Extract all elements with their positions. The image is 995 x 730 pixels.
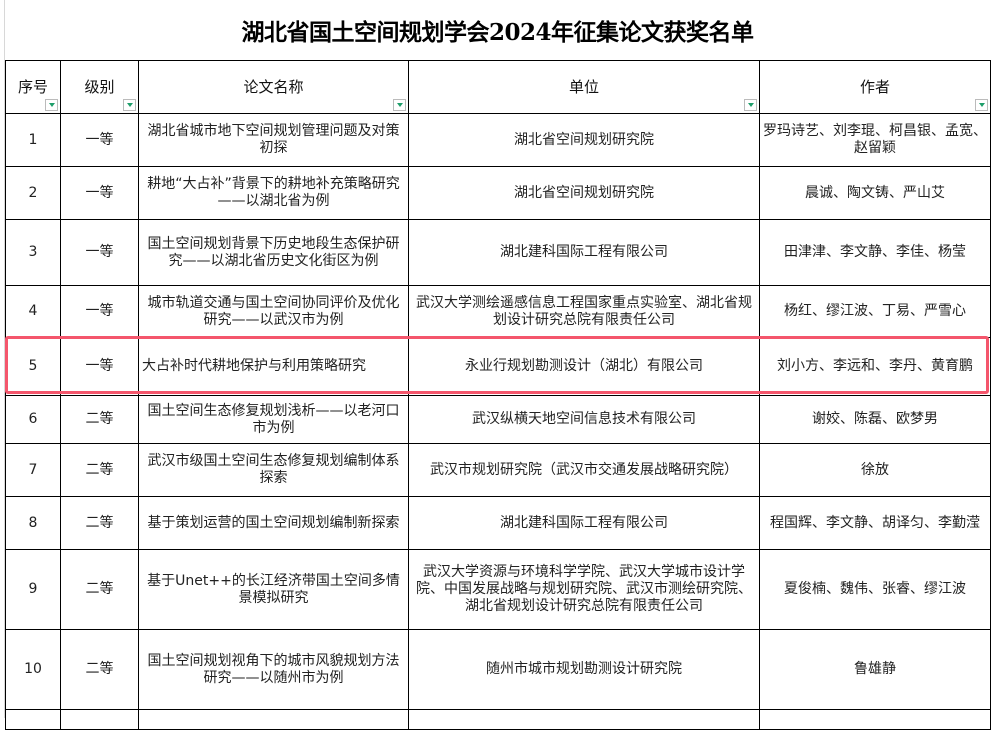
cell-unit[interactable]: 武汉市规划研究院（武汉市交通发展战略研究院） bbox=[408, 443, 760, 497]
cell-unit[interactable]: 湖北省空间规划研究院 bbox=[408, 113, 760, 167]
table-row: 9 二等 基于Unet++的长江经济带国土空间多情景模拟研究 武汉大学资源与环境科学学… bbox=[5, 549, 991, 630]
filter-dropdown-icon[interactable] bbox=[45, 99, 58, 111]
cell-level[interactable]: 一等 bbox=[60, 113, 139, 167]
table-row: 10 二等 国土空间规划视角下的城市风貌规划方法研究——以随州市为例 随州市城市规划勘… bbox=[5, 629, 991, 710]
empty-cell[interactable] bbox=[759, 709, 991, 730]
sheet-title: 湖北省国土空间规划学会2024年征集论文获奖名单 bbox=[241, 19, 754, 46]
table-row: 2 一等 耕地“大占补”背景下的耕地补充策略研究——以湖北省为例 湖北省空间规划研究院… bbox=[5, 166, 991, 220]
cell-unit[interactable]: 随州市城市规划勘测设计研究院 bbox=[408, 629, 760, 710]
cell-unit[interactable]: 武汉大学资源与环境科学学院、武汉大学城市设计学院、中国发展战略与规划研究院、武汉… bbox=[408, 549, 760, 630]
cell-paper[interactable]: 基于策划运营的国土空间规划编制新探索 bbox=[138, 496, 409, 550]
cell-level[interactable]: 一等 bbox=[60, 285, 139, 338]
cell-unit[interactable]: 武汉大学测绘遥感信息工程国家重点实验室、湖北省规划设计研究总院有限责任公司 bbox=[408, 285, 760, 338]
cell-authors[interactable]: 程国辉、李文静、胡译匀、李勤滢 bbox=[759, 496, 991, 550]
cell-unit[interactable]: 湖北建科国际工程有限公司 bbox=[408, 219, 760, 286]
sheet-edge bbox=[4, 0, 5, 718]
cell-no[interactable]: 1 bbox=[5, 113, 61, 167]
table-row: 3 一等 国土空间规划背景下历史地段生态保护研究——以湖北省历史文化街区为例 湖北建科… bbox=[5, 219, 991, 286]
cell-authors[interactable]: 晨诚、陶文铸、严山艾 bbox=[759, 166, 991, 220]
cell-unit[interactable]: 武汉纵横天地空间信息技术有限公司 bbox=[408, 395, 760, 444]
header-row: 序号 级别 论文名称 单位 作者 bbox=[5, 60, 991, 114]
cell-no[interactable]: 6 bbox=[5, 395, 61, 444]
cell-no[interactable]: 7 bbox=[5, 443, 61, 497]
cell-paper[interactable]: 城市轨道交通与国土空间协同评价及优化研究——以武汉市为例 bbox=[138, 285, 409, 338]
cell-level[interactable]: 二等 bbox=[60, 395, 139, 444]
cell-authors[interactable]: 谢姣、陈磊、欧梦男 bbox=[759, 395, 991, 444]
cell-no[interactable]: 10 bbox=[5, 629, 61, 710]
cell-authors[interactable]: 田津津、李文静、李佳、杨莹 bbox=[759, 219, 991, 286]
cell-level[interactable]: 二等 bbox=[60, 443, 139, 497]
header-unit: 单位 bbox=[408, 60, 760, 114]
cell-level[interactable]: 二等 bbox=[60, 549, 139, 630]
award-table: 序号 级别 论文名称 单位 作者 1 一等 湖北省城市地下空间规划管理问题及对策初探… bbox=[5, 60, 991, 730]
table-row: 4 一等 城市轨道交通与国土空间协同评价及优化研究——以武汉市为例 武汉大学测绘遥感信… bbox=[5, 285, 991, 338]
cell-no[interactable]: 2 bbox=[5, 166, 61, 220]
empty-cell[interactable] bbox=[60, 709, 139, 730]
filter-dropdown-icon[interactable] bbox=[975, 99, 988, 111]
table-row-partial bbox=[5, 709, 991, 730]
filter-dropdown-icon[interactable] bbox=[123, 99, 136, 111]
cell-no[interactable]: 4 bbox=[5, 285, 61, 338]
cell-level[interactable]: 一等 bbox=[60, 337, 139, 396]
cell-unit[interactable]: 湖北省空间规划研究院 bbox=[408, 166, 760, 220]
cell-paper[interactable]: 国土空间生态修复规划浅析——以老河口市为例 bbox=[138, 395, 409, 444]
cell-authors[interactable]: 徐放 bbox=[759, 443, 991, 497]
cell-authors[interactable]: 罗玛诗艺、刘李琨、柯昌银、孟宽、赵留颖 bbox=[759, 113, 991, 167]
cell-paper[interactable]: 国土空间规划视角下的城市风貌规划方法研究——以随州市为例 bbox=[138, 629, 409, 710]
header-authors: 作者 bbox=[759, 60, 991, 114]
header-no: 序号 bbox=[5, 60, 61, 114]
cell-level[interactable]: 一等 bbox=[60, 166, 139, 220]
cell-unit[interactable]: 永业行规划勘测设计（湖北）有限公司 bbox=[408, 337, 760, 396]
filter-dropdown-icon[interactable] bbox=[393, 99, 406, 111]
table-row: 7 二等 武汉市级国土空间生态修复规划编制体系探索 武汉市规划研究院（武汉市交通发展战… bbox=[5, 443, 991, 497]
table-row: 1 一等 湖北省城市地下空间规划管理问题及对策初探 湖北省空间规划研究院 罗玛诗艺、刘李… bbox=[5, 113, 991, 167]
cell-authors[interactable]: 刘小方、李远和、李丹、黄育鹏 bbox=[759, 337, 991, 396]
cell-level[interactable]: 二等 bbox=[60, 629, 139, 710]
cell-unit[interactable]: 湖北建科国际工程有限公司 bbox=[408, 496, 760, 550]
empty-cell[interactable] bbox=[138, 709, 409, 730]
cell-no[interactable]: 9 bbox=[5, 549, 61, 630]
empty-cell[interactable] bbox=[408, 709, 760, 730]
table-row: 8 二等 基于策划运营的国土空间规划编制新探索 湖北建科国际工程有限公司 程国辉、李文静… bbox=[5, 496, 991, 550]
cell-no[interactable]: 5 bbox=[5, 337, 61, 396]
cell-no[interactable]: 8 bbox=[5, 496, 61, 550]
cell-authors[interactable]: 鲁雄静 bbox=[759, 629, 991, 710]
cell-level[interactable]: 一等 bbox=[60, 219, 139, 286]
empty-cell[interactable] bbox=[5, 709, 61, 730]
cell-paper[interactable]: 大占补时代耕地保护与利用策略研究 bbox=[138, 337, 409, 396]
cell-no[interactable]: 3 bbox=[5, 219, 61, 286]
filter-dropdown-icon[interactable] bbox=[744, 99, 757, 111]
cell-paper[interactable]: 国土空间规划背景下历史地段生态保护研究——以湖北省历史文化街区为例 bbox=[138, 219, 409, 286]
header-level: 级别 bbox=[60, 60, 139, 114]
cell-paper[interactable]: 武汉市级国土空间生态修复规划编制体系探索 bbox=[138, 443, 409, 497]
header-paper: 论文名称 bbox=[138, 60, 409, 114]
cell-paper[interactable]: 湖北省城市地下空间规划管理问题及对策初探 bbox=[138, 113, 409, 167]
cell-authors[interactable]: 夏俊楠、魏伟、张睿、缪江波 bbox=[759, 549, 991, 630]
cell-paper[interactable]: 耕地“大占补”背景下的耕地补充策略研究——以湖北省为例 bbox=[138, 166, 409, 220]
cell-paper[interactable]: 基于Unet++的长江经济带国土空间多情景模拟研究 bbox=[138, 549, 409, 630]
table-row: 5 一等 大占补时代耕地保护与利用策略研究 永业行规划勘测设计（湖北）有限公司 刘小方、… bbox=[5, 337, 991, 396]
cell-authors[interactable]: 杨红、缪江波、丁易、严雪心 bbox=[759, 285, 991, 338]
cell-level[interactable]: 二等 bbox=[60, 496, 139, 550]
table-row: 6 二等 国土空间生态修复规划浅析——以老河口市为例 武汉纵横天地空间信息技术有限公司… bbox=[5, 395, 991, 444]
